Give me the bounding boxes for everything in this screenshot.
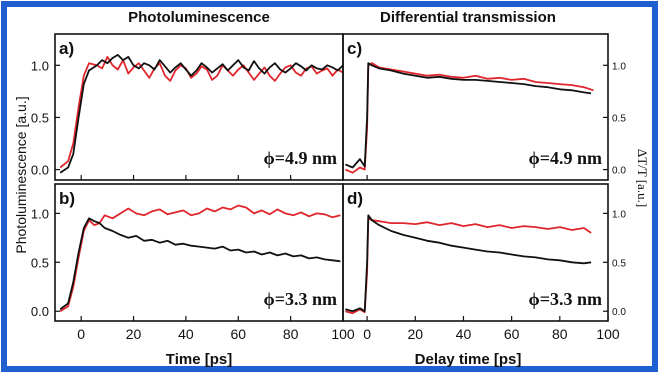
panel-c-ytick-label: 1.0 — [612, 61, 626, 72]
panel-b-ytick-label: 0.5 — [31, 255, 49, 270]
panel-b-ytick-label: 1.0 — [31, 206, 49, 221]
panel-a-series-red — [59, 56, 344, 169]
panel-a-series-black — [59, 54, 344, 174]
panel-d: 0.0 0.5 1.0 0 20 40 60 80 100 d) ϕ=3.3 nm — [342, 183, 626, 342]
panel-b-xtick-label: 100 — [331, 326, 355, 342]
panel-b-series-red — [59, 204, 341, 312]
panel-d-xtick-label: 0 — [363, 326, 371, 342]
panel-a-ytick-label: 0.0 — [31, 163, 49, 178]
panel-d-frame — [342, 183, 609, 322]
panel-c-ytick-label: 0.0 — [612, 166, 626, 177]
panel-d-annotation: ϕ=3.3 nm — [529, 289, 603, 309]
panel-a-ytick-label: 0.5 — [31, 110, 49, 125]
panel-a-annotation: ϕ=4.9 nm — [264, 148, 338, 168]
panel-d-xtick-label: 60 — [504, 326, 520, 342]
panel-a-label: a) — [59, 39, 74, 58]
panel-b-label: b) — [59, 189, 75, 208]
panel-d-xtick-label: 80 — [552, 326, 568, 342]
panel-d-xtick-label: 20 — [407, 326, 423, 342]
left-y-axis-label: Photoluminescence [a.u.] — [13, 96, 29, 253]
panel-a: 0.0 0.5 1.0 a) ϕ=4.9 nm — [31, 33, 344, 181]
panel-c-frame — [342, 33, 609, 181]
panel-b-xtick-label: 40 — [178, 326, 194, 342]
right-y-axis-label: ΔT/T [a.u.] — [635, 149, 650, 207]
panel-c-label: c) — [347, 39, 362, 58]
panel-b-xtick-label: 80 — [283, 326, 299, 342]
panel-d-xtick-label: 100 — [596, 326, 620, 342]
panel-b-series-black — [59, 217, 341, 311]
panel-d-xtick-label: 40 — [456, 326, 472, 342]
panel-b-annotation: ϕ=3.3 nm — [264, 289, 338, 309]
panel-d-ytick-label: 0.0 — [612, 307, 626, 318]
panel-d-ytick-label: 1.0 — [612, 209, 626, 220]
panel-c-series-black — [345, 62, 592, 169]
panel-c-ytick-label: 0.5 — [612, 113, 626, 124]
left-x-axis-label: Time [ps] — [166, 351, 232, 368]
panel-b-xtick-label: 0 — [77, 326, 85, 342]
panel-b-ytick-label: 0.0 — [31, 304, 49, 319]
panel-b-xtick-label: 60 — [230, 326, 246, 342]
panel-d-ytick-label: 0.5 — [612, 258, 626, 269]
panel-b: 0.0 0.5 1.0 0 20 40 60 80 100 b) ϕ=3.3 nm — [31, 183, 355, 342]
panel-d-label: d) — [347, 189, 363, 208]
right-x-axis-label: Delay time [ps] — [415, 351, 522, 368]
panel-b-xtick-label: 20 — [126, 326, 142, 342]
panel-c-annotation: ϕ=4.9 nm — [529, 148, 603, 168]
panels: 0.0 0.5 1.0 a) ϕ=4.9 nm 0.0 0.5 1.0 0 20 40 60 80 100… — [31, 33, 626, 342]
right-column-title: Differential transmission — [380, 9, 556, 26]
panel-a-ytick-label: 1.0 — [31, 58, 49, 73]
panel-c: 0.0 0.5 1.0 c) ϕ=4.9 nm — [342, 33, 626, 181]
left-column-title: Photoluminescence — [128, 9, 270, 26]
panel-d-series-black — [345, 214, 592, 313]
